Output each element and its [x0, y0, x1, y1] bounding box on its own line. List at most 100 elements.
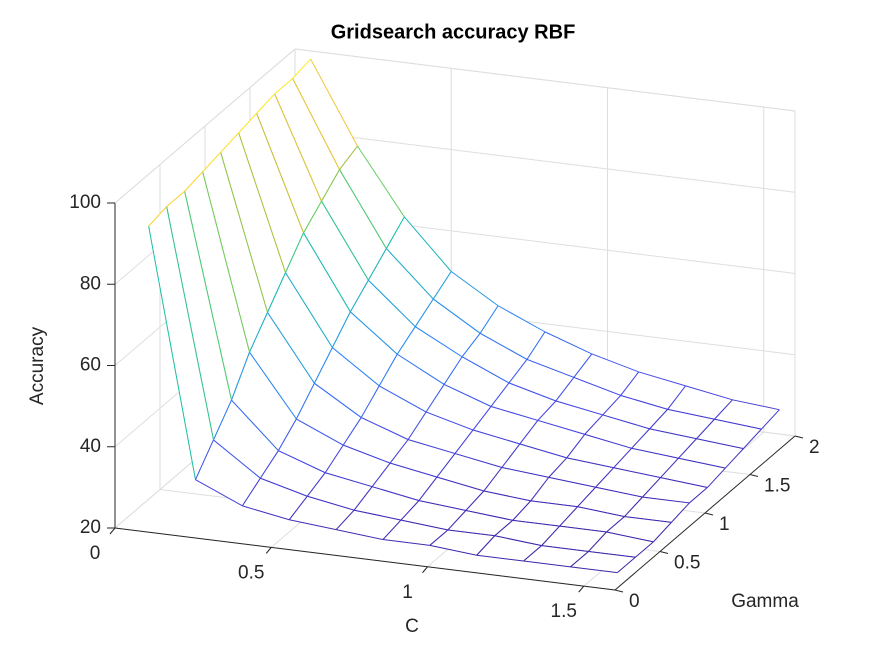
mesh-line — [602, 414, 650, 430]
mesh-face — [238, 113, 304, 273]
mesh-line — [256, 93, 275, 114]
mesh-face — [383, 520, 448, 546]
mesh-line — [443, 383, 492, 407]
mesh-line — [479, 305, 499, 334]
mesh-line — [238, 113, 257, 134]
mesh-line — [407, 439, 456, 455]
mesh-line — [566, 457, 614, 469]
mesh-line — [350, 311, 398, 355]
mesh-line — [335, 509, 355, 531]
mesh-line — [649, 428, 697, 440]
mesh-face — [667, 385, 733, 420]
axis-line — [114, 527, 616, 591]
mesh-line — [555, 377, 575, 402]
mesh-line — [166, 206, 214, 441]
mesh-line — [732, 399, 780, 411]
mesh-line — [620, 394, 668, 410]
mesh-line — [202, 151, 221, 173]
mesh-line — [368, 279, 416, 328]
mesh-line — [577, 506, 625, 518]
mesh-line — [195, 479, 243, 507]
mesh-face — [267, 272, 333, 384]
mesh-line — [148, 206, 167, 227]
mesh-line — [479, 332, 528, 360]
mesh-face — [285, 232, 351, 348]
mesh-line — [367, 248, 387, 281]
mesh-face — [303, 201, 369, 312]
mesh-line — [591, 353, 639, 373]
mesh-line — [339, 169, 387, 249]
mesh-line — [371, 486, 420, 502]
mesh-line — [541, 545, 589, 552]
mesh-line — [573, 353, 593, 378]
mesh-line — [306, 472, 326, 497]
mesh-line — [242, 505, 290, 521]
mesh-line — [378, 354, 398, 387]
mesh-face — [584, 414, 650, 449]
x-tick-label: 0 — [90, 543, 101, 564]
mesh-line — [548, 476, 596, 488]
mesh-line — [667, 408, 715, 420]
mesh-line — [707, 467, 726, 488]
mesh-line — [202, 171, 250, 353]
mesh-line — [429, 544, 477, 556]
mesh-line — [213, 399, 232, 441]
mesh-face — [501, 443, 567, 478]
mesh-line — [696, 438, 744, 450]
mesh-line — [407, 411, 427, 440]
y-tick-label: 0 — [629, 591, 640, 612]
mesh-line — [386, 248, 434, 300]
mesh-face — [696, 419, 762, 449]
y-axis-label: Gamma — [731, 591, 799, 612]
mesh-line — [195, 439, 214, 480]
mesh-line — [382, 539, 430, 546]
mesh-line — [332, 347, 380, 387]
mesh-face — [588, 531, 654, 558]
mesh-line — [530, 500, 578, 508]
mesh-face — [465, 491, 531, 521]
mesh-face — [314, 347, 380, 418]
mesh-face — [321, 169, 387, 281]
mesh-line — [184, 191, 232, 401]
mesh-line — [418, 500, 466, 511]
mesh-face — [537, 400, 603, 435]
z-tick-label: 20 — [80, 517, 101, 538]
mesh-line — [220, 152, 268, 313]
mesh-line — [725, 448, 744, 469]
z-tick-label: 80 — [80, 273, 101, 294]
mesh-line — [537, 419, 585, 435]
z-axis-label: Accuracy — [27, 326, 48, 405]
mesh-line — [260, 477, 308, 497]
mesh-line — [519, 443, 567, 459]
mesh-line — [447, 529, 495, 537]
axis-line — [294, 48, 796, 112]
mesh-line — [414, 298, 434, 327]
mesh-line — [274, 93, 322, 202]
mesh-line — [220, 132, 239, 153]
mesh-line — [714, 418, 762, 430]
mesh-face — [447, 510, 513, 536]
mesh-line — [389, 439, 409, 464]
mesh-line — [653, 522, 672, 543]
mesh-face — [606, 516, 672, 542]
mesh-line — [685, 385, 733, 401]
mesh-face — [462, 333, 527, 383]
z-tick-label: 40 — [80, 436, 101, 457]
tick-mark — [265, 547, 272, 554]
mesh-line — [429, 529, 449, 546]
mesh-line — [526, 331, 546, 360]
mesh-line — [497, 305, 546, 333]
mesh-line — [274, 78, 293, 95]
mesh-line — [631, 447, 679, 459]
mesh-line — [454, 429, 474, 454]
mesh-line — [303, 201, 322, 234]
mesh-face — [512, 500, 578, 527]
mesh-face — [480, 305, 545, 360]
tick-mark — [704, 512, 714, 516]
tick-mark — [614, 589, 624, 593]
mesh-face — [483, 467, 549, 501]
mesh-line — [349, 279, 369, 313]
mesh-line — [360, 385, 380, 418]
mesh-line — [541, 525, 560, 546]
